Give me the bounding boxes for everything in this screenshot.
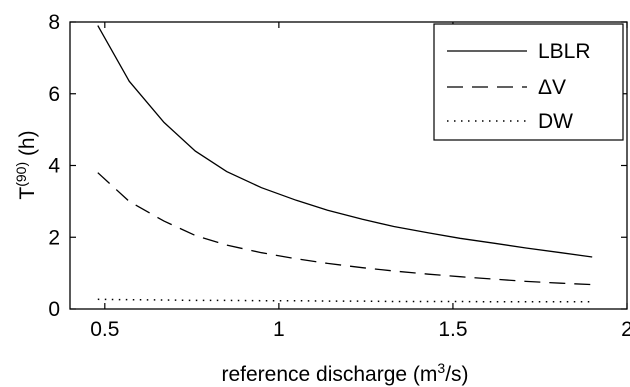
x-tick-label: 0.5 xyxy=(90,318,119,341)
legend-label-dw: DW xyxy=(538,110,573,133)
legend-box xyxy=(433,23,624,141)
y-tick-label: 4 xyxy=(48,155,60,178)
series-line-2 xyxy=(97,298,593,303)
legend-label-lblr: LBLR xyxy=(538,40,591,63)
y-tick-label: 0 xyxy=(48,298,60,321)
x-tick-label: 1.5 xyxy=(438,318,467,341)
y-tick-label: 8 xyxy=(48,11,60,34)
x-axis-label: reference discharge (m3/s) xyxy=(221,360,468,386)
y-tick-label: 2 xyxy=(48,226,60,249)
y-axis-label: T(90) (h) xyxy=(13,130,39,199)
ticks-layer: 0.5 1 1.5 2 0 2 4 6 8 xyxy=(48,11,630,341)
legend-label-dv: ΔV xyxy=(538,76,566,99)
y-tick-label: 6 xyxy=(48,83,60,106)
series-line-0 xyxy=(97,25,593,258)
series-line-1 xyxy=(97,172,593,286)
series-layer xyxy=(97,25,593,303)
legend: LBLR ΔV DW xyxy=(433,23,624,141)
x-tick-label: 2 xyxy=(621,318,630,341)
x-tick-label: 1 xyxy=(273,318,285,341)
